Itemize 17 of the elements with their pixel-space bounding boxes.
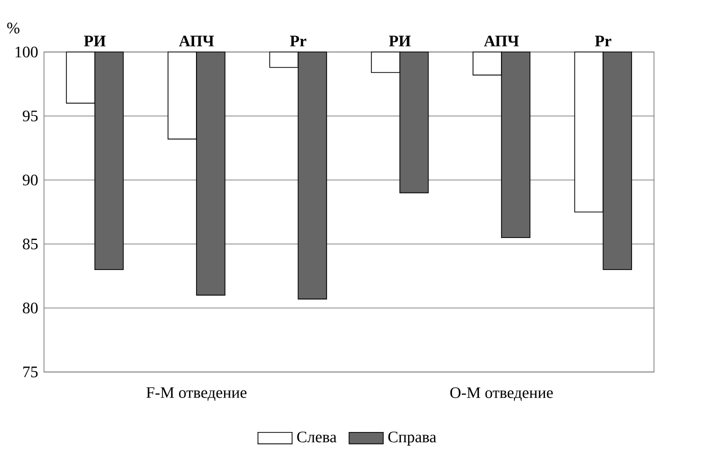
text: F-M отведение bbox=[146, 387, 246, 401]
y-tick-label: 75 bbox=[23, 366, 38, 378]
x-tick-label: Pr bbox=[595, 36, 612, 46]
y-tick-label: 90 bbox=[22, 174, 38, 186]
x-tick-label: РИ bbox=[84, 36, 106, 46]
y-tick-label: 85 bbox=[22, 238, 38, 250]
legend-label: Справа bbox=[388, 432, 436, 446]
legend-label: Слева bbox=[297, 432, 336, 442]
y-axis-title: % bbox=[7, 22, 20, 34]
x-tick-label: РИ bbox=[389, 36, 411, 46]
x-tick-label: АПЧ bbox=[484, 36, 519, 46]
y-tick-label: 100 bbox=[16, 46, 38, 58]
y-tick-label: 80 bbox=[22, 302, 38, 314]
x-tick-label: АПЧ bbox=[178, 36, 214, 46]
y-tick-label: 95 bbox=[22, 110, 38, 122]
x-tick-label: Pr bbox=[290, 36, 306, 46]
text: O-M отведение bbox=[450, 387, 553, 402]
